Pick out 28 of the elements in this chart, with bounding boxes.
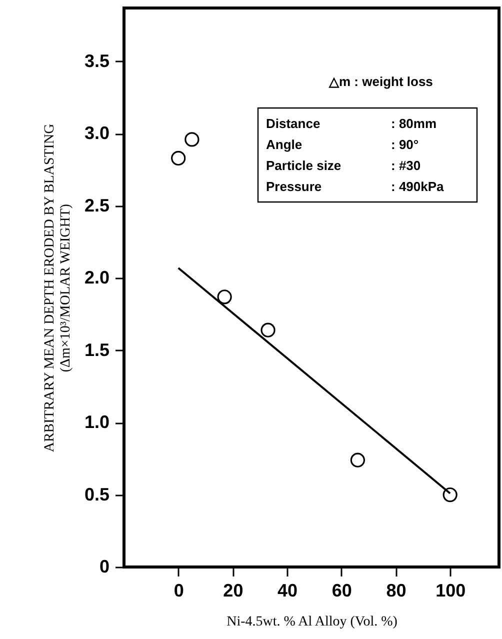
point <box>184 132 200 147</box>
text: ARBITRARY MEAN DEPTH ERODED BY BLASTING <box>42 124 58 452</box>
text: Particle size : #30 <box>266 158 421 173</box>
text: Pressure : 490kPa <box>266 179 444 194</box>
y-tick-label: 1.0 <box>84 412 110 432</box>
text: Angle : 90° <box>266 137 419 152</box>
text: (Δm×10³/MOLAR WEIGHT) <box>58 204 74 372</box>
x-tick-label: 0 <box>174 580 184 600</box>
y-tick-label: 0.5 <box>84 484 110 504</box>
y-tick-label: 0 <box>99 556 110 576</box>
x-tick-label: 60 <box>332 580 352 600</box>
text: Distance : 80mm <box>266 116 437 131</box>
y-tick-label: 2.5 <box>84 195 110 216</box>
point <box>442 487 458 502</box>
x-axis-title: Ni-4.5wt. % Al Alloy (Vol. %) <box>226 614 398 630</box>
point <box>260 322 276 338</box>
y-tick-label: 3.0 <box>84 123 110 144</box>
x-tick-label: 20 <box>223 580 244 600</box>
x-tick-label: 100 <box>436 580 466 600</box>
y-tick-label: 1.5 <box>84 340 110 360</box>
point <box>217 290 232 304</box>
x-tick-label: 80 <box>386 580 406 600</box>
annotation: △m : weight loss <box>328 74 433 89</box>
x-tick-label: 40 <box>278 580 298 600</box>
point <box>171 150 186 166</box>
y-tick-label: 2.0 <box>84 268 110 288</box>
point <box>350 452 366 468</box>
y-tick-label: 3.5 <box>84 50 110 71</box>
